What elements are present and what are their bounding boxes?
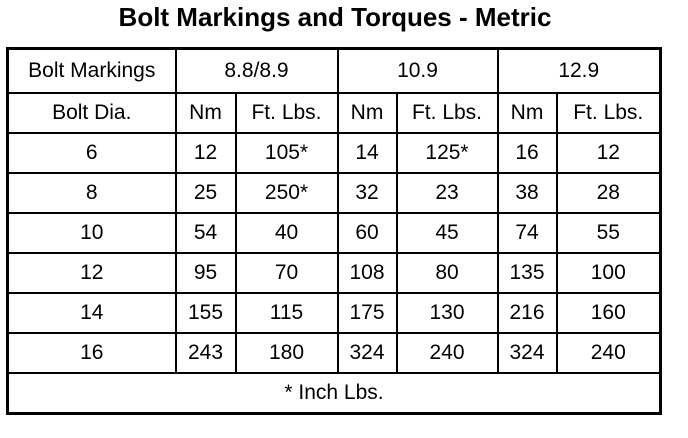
- data-row: 14 155 115 175 130 216 160: [6, 291, 662, 334]
- data-cell: 135: [496, 251, 558, 294]
- group-header-cell: Bolt Markings: [6, 47, 177, 94]
- title: Bolt Markings and Torques - Metric: [118, 2, 552, 32]
- data-cell: 125*: [395, 131, 499, 174]
- data-cell: 54: [174, 211, 237, 254]
- data-cell: 95: [174, 251, 237, 294]
- data-cell: 70: [234, 251, 339, 294]
- footnote: * Inch Lbs.: [6, 371, 662, 414]
- group-header-cell: 10.9: [336, 47, 499, 94]
- data-cell: 105*: [234, 131, 339, 174]
- data-cell: 10: [6, 211, 177, 254]
- data-cell: 160: [555, 291, 662, 334]
- data-cell: 6: [6, 131, 177, 174]
- data-cell: 108: [336, 251, 398, 294]
- data-cell: 12: [6, 251, 177, 294]
- data-cell: 25: [174, 171, 237, 214]
- data-cell: 180: [234, 331, 339, 374]
- data-cell: 240: [555, 331, 662, 374]
- data-cell: 38: [496, 171, 558, 214]
- data-row: 8 25 250* 32 23 38 28: [6, 171, 662, 214]
- data-cell: 80: [395, 251, 499, 294]
- data-cell: 324: [336, 331, 398, 374]
- data-row: 10 54 40 60 45 74 55: [6, 211, 662, 254]
- sub-header-cell: Ft. Lbs.: [395, 91, 499, 134]
- data-cell: 12: [555, 131, 662, 174]
- data-cell: 45: [395, 211, 499, 254]
- data-cell: 14: [6, 291, 177, 334]
- data-cell: 240: [395, 331, 499, 374]
- data-cell: 28: [555, 171, 662, 214]
- data-cell: 216: [496, 291, 558, 334]
- sub-header-cell: Nm: [336, 91, 398, 134]
- footnote-row: * Inch Lbs.: [6, 371, 662, 414]
- group-header-cell: 12.9: [496, 47, 662, 94]
- data-cell: 250*: [234, 171, 339, 214]
- data-cell: 16: [496, 131, 558, 174]
- sub-header-cell: Ft. Lbs.: [555, 91, 662, 134]
- data-cell: 8: [6, 171, 177, 214]
- data-cell: 100: [555, 251, 662, 294]
- data-cell: 155: [174, 291, 237, 334]
- sub-header-cell: Ft. Lbs.: [234, 91, 339, 134]
- data-cell: 32: [336, 171, 398, 214]
- data-cell: 14: [336, 131, 398, 174]
- data-cell: 55: [555, 211, 662, 254]
- data-cell: 23: [395, 171, 499, 214]
- data-row: 16 243 180 324 240 324 240: [6, 331, 662, 374]
- data-cell: 115: [234, 291, 339, 334]
- data-cell: 16: [6, 331, 177, 374]
- sub-header-cell: Nm: [174, 91, 237, 134]
- group-header-row: Bolt Markings 8.8/8.9 10.9 12.9: [6, 47, 662, 94]
- data-cell: 12: [174, 131, 237, 174]
- data-row: 12 95 70 108 80 135 100: [6, 251, 662, 294]
- data-cell: 74: [496, 211, 558, 254]
- sub-header-cell: Nm: [496, 91, 558, 134]
- data-cell: 243: [174, 331, 237, 374]
- sub-header-cell: Bolt Dia.: [6, 91, 177, 134]
- data-cell: 40: [234, 211, 339, 254]
- data-cell: 60: [336, 211, 398, 254]
- group-header-cell: 8.8/8.9: [174, 47, 339, 94]
- data-cell: 324: [496, 331, 558, 374]
- torque-table: Bolt Markings 8.8/8.9 10.9 12.9 Bolt Dia. Nm F…: [6, 47, 662, 415]
- sub-header-row: Bolt Dia. Nm Ft. Lbs. Nm Ft. Lbs. Nm Ft. Lbs.: [6, 91, 662, 134]
- data-cell: 130: [395, 291, 499, 334]
- data-row: 6 12 105* 14 125* 16 12: [6, 131, 662, 174]
- data-cell: 175: [336, 291, 398, 334]
